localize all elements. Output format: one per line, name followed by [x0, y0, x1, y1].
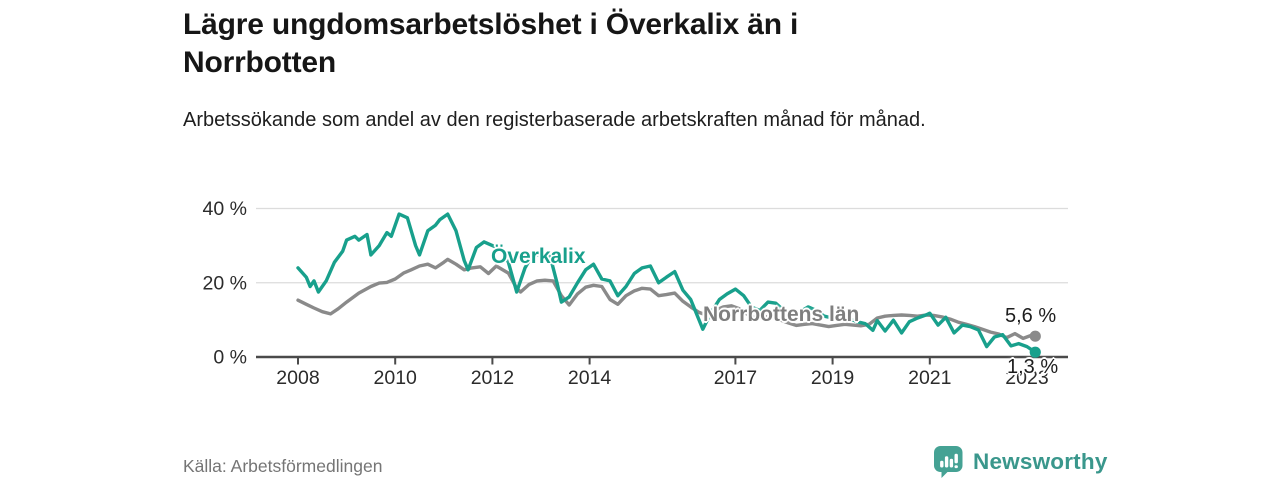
series-label-norrbotten: Norrbottens län	[703, 303, 860, 326]
series-end-dot-överkalix	[1029, 346, 1041, 358]
y-axis-tick-label: 20 %	[203, 272, 247, 294]
x-axis-tick-label: 2012	[471, 367, 514, 389]
series-label-overkalix: Överkalix	[491, 245, 586, 268]
end-value-overkalix: 1,3 %	[1007, 356, 1059, 378]
page-title: Lägre ungdomsarbetslöshet i Överkalix än…	[183, 8, 799, 79]
newsworthy-wordmark: Newsworthy	[973, 449, 1108, 474]
newsworthy-bubble-barchart-icon	[934, 446, 963, 478]
y-axis-tick-label: 40 %	[203, 198, 247, 220]
source-note: Källa: Arbetsförmedlingen	[183, 456, 383, 476]
x-axis-tick-label: 2010	[374, 367, 418, 389]
end-value-norrbotten: 5,6 %	[1005, 305, 1057, 327]
newsworthy-logo: Newsworthy	[933, 445, 1108, 479]
chart-subtitle: Arbetssökande som andel av den registerb…	[183, 109, 926, 131]
x-axis-tick-label: 2014	[568, 367, 612, 389]
x-axis-tick-label: 2023	[1005, 367, 1048, 389]
x-axis-tick-label: 2017	[714, 367, 757, 389]
y-axis-tick-label: 0 %	[213, 347, 247, 369]
series-end-dot-norrbottens-län	[1029, 330, 1041, 342]
series-line-norrbottens-län	[296, 257, 1038, 341]
x-axis-tick-label: 2021	[908, 367, 951, 389]
x-axis-tick-label: 2019	[811, 367, 854, 389]
series-line-överkalix	[296, 212, 1038, 354]
x-axis-tick-label: 2008	[276, 367, 319, 389]
